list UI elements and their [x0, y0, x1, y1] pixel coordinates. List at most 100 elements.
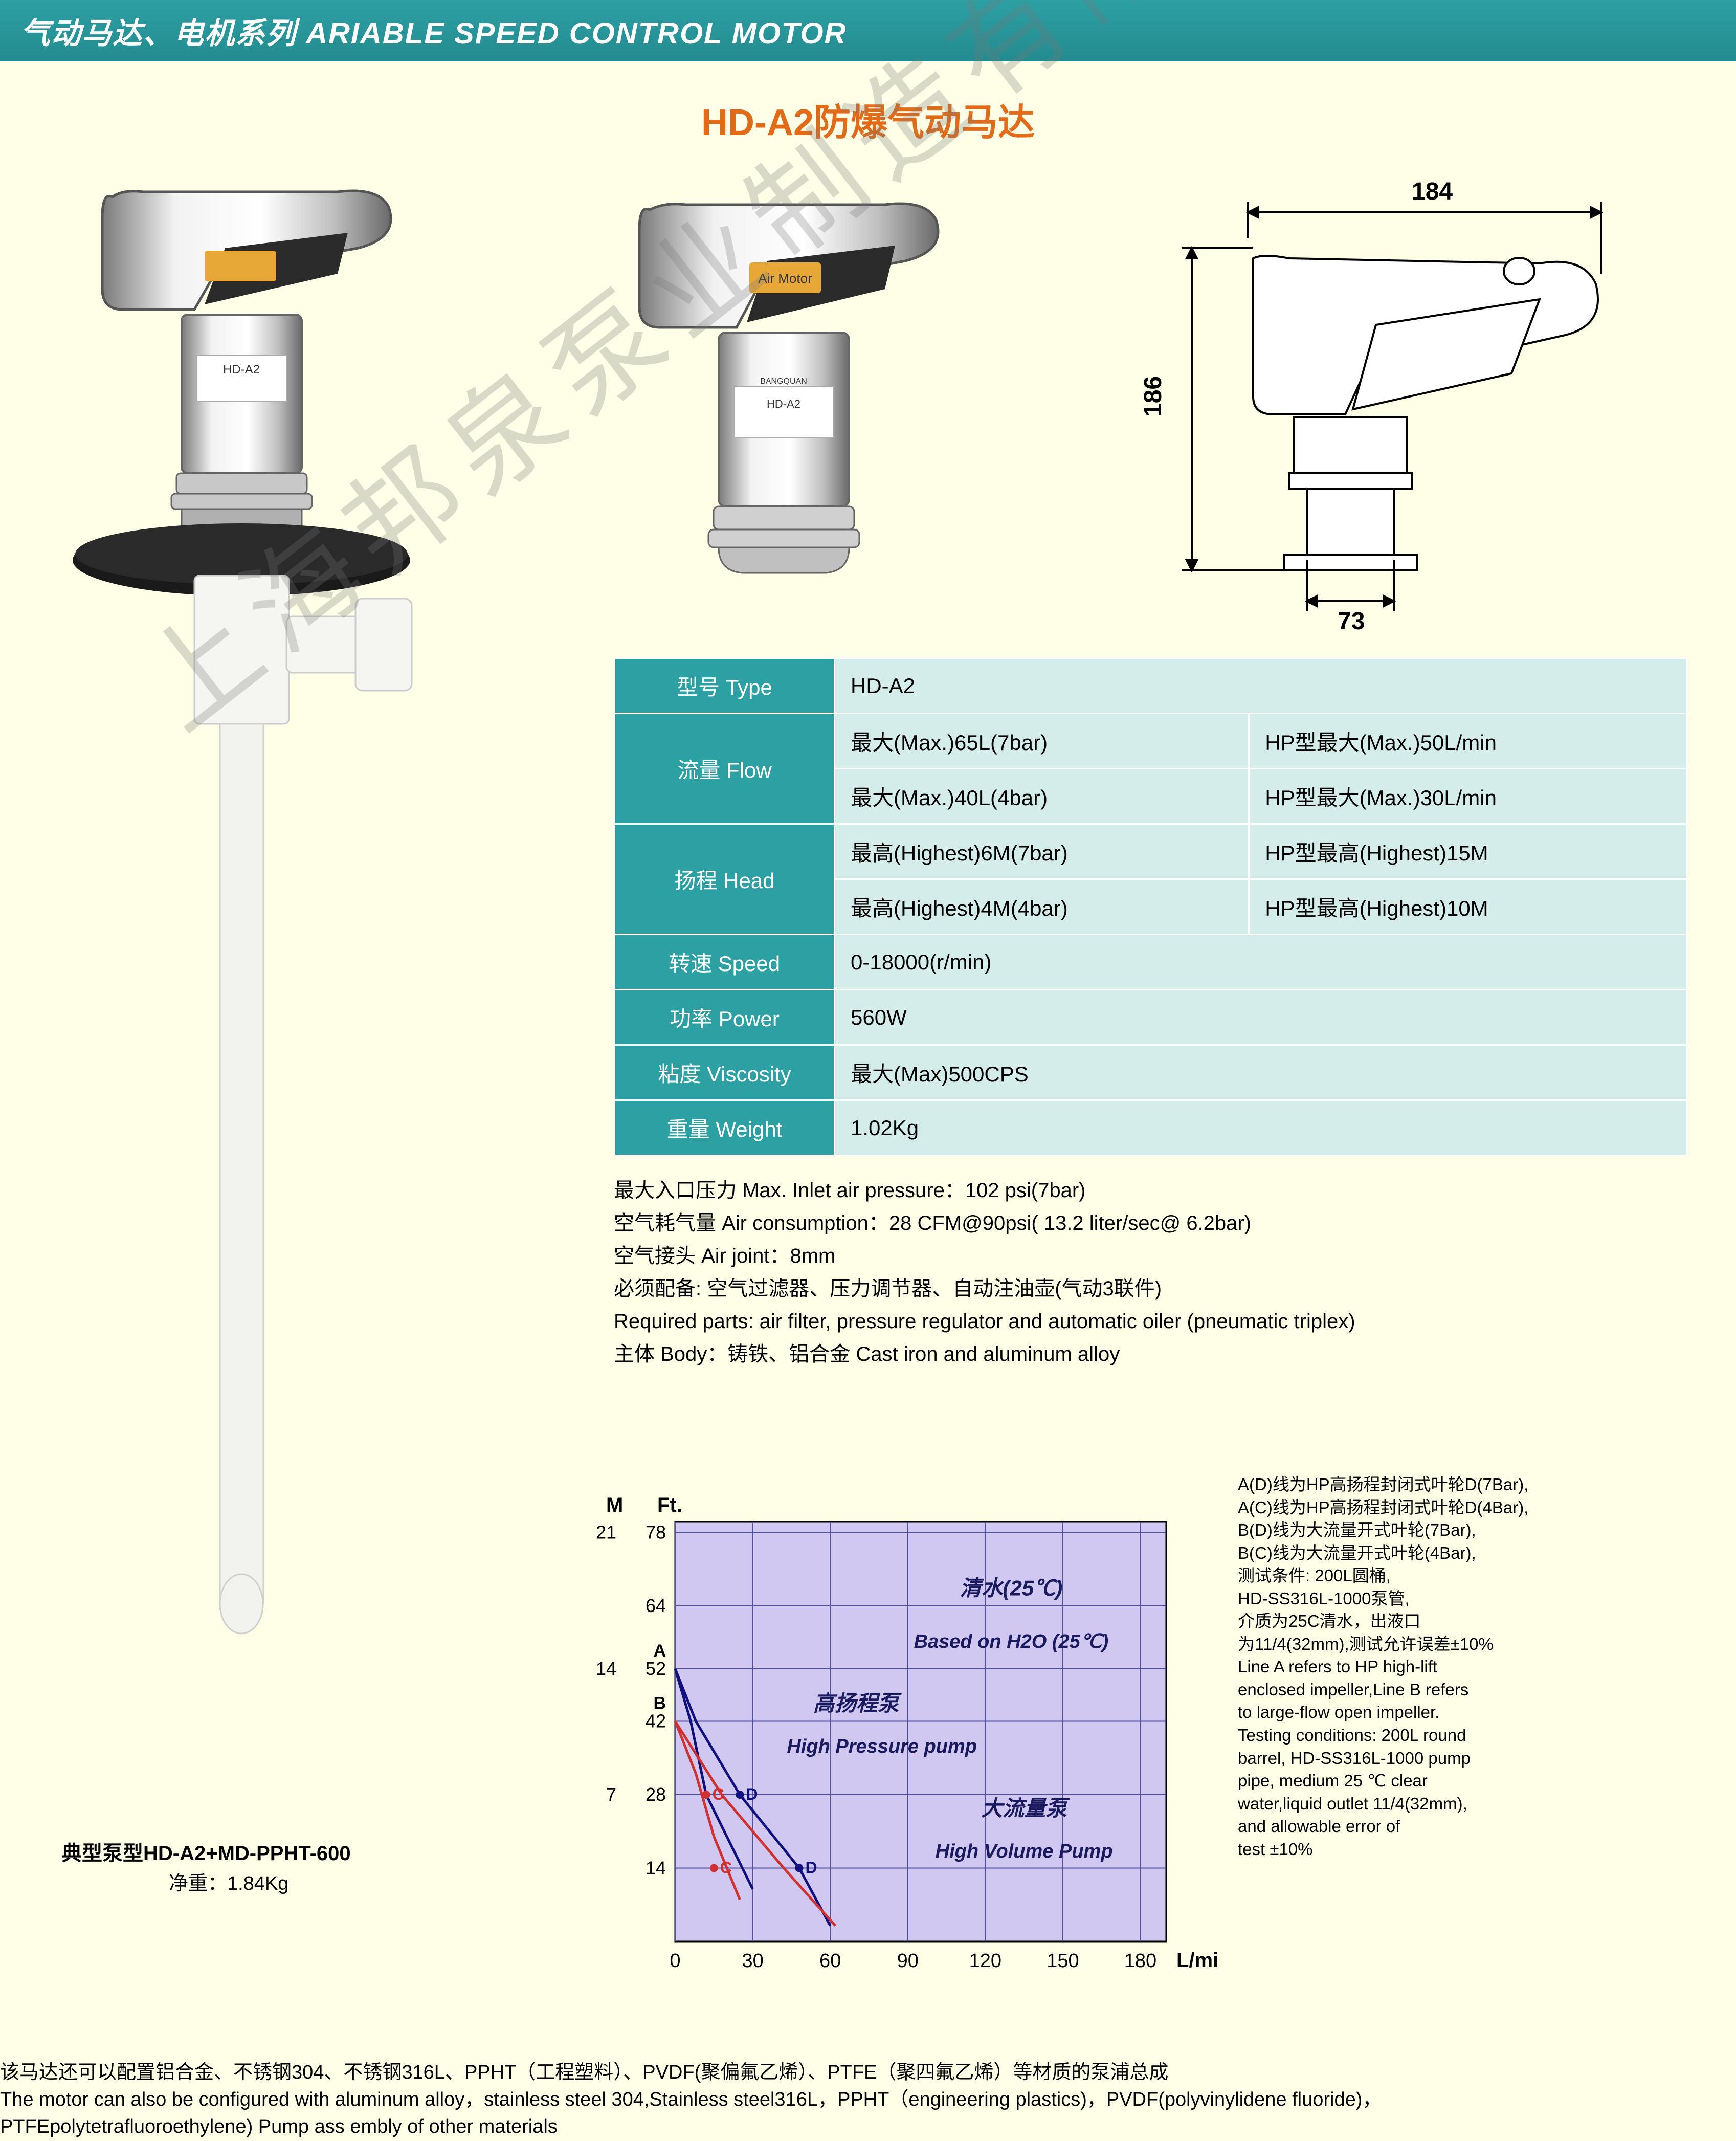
table-row: 扬程 Head最高(Highest)6M(7bar)HP型最高(Highest)…: [615, 824, 1687, 879]
svg-text:M: M: [606, 1494, 623, 1516]
svg-text:C: C: [720, 1859, 732, 1877]
spec-label: 扬程 Head: [615, 824, 835, 935]
legend-line: to large-flow open impeller.: [1238, 1701, 1708, 1724]
spec-value: HP型最大(Max.)30L/min: [1249, 769, 1687, 824]
legend-line: HD-SS316L-1000泵管,: [1238, 1587, 1708, 1610]
pump-svg: HD-A2: [72, 171, 455, 1655]
spec-value: 1.02Kg: [835, 1100, 1687, 1156]
legend-line: pipe, medium 25 ℃ clear: [1238, 1770, 1708, 1793]
legend-line: 介质为25C清水，出液口: [1238, 1610, 1708, 1633]
svg-text:Based on H2O (25℃): Based on H2O (25℃): [914, 1631, 1109, 1652]
svg-text:D: D: [746, 1785, 758, 1803]
footer-line: The motor can also be configured with al…: [0, 2086, 1688, 2113]
footer-line: PTFEpolytetrafluoroethylene) Pump ass em…: [0, 2113, 1688, 2140]
svg-text:Ft.: Ft.: [657, 1494, 682, 1516]
net-weight: 净重：1.84Kg: [169, 1867, 288, 1895]
note-line: 空气耗气量 Air consumption：28 CFM@90psi( 13.2…: [614, 1207, 1688, 1240]
svg-text:A: A: [653, 1641, 666, 1661]
svg-text:HD-A2: HD-A2: [767, 398, 800, 410]
footer-line: 该马达还可以配置铝合金、不锈钢304、不锈钢316L、PPHT（工程塑料）、PV…: [0, 2059, 1688, 2086]
legend-line: 为11/4(32mm),测试允许误差±10%: [1238, 1633, 1708, 1656]
legend-line: water,liquid outlet 11/4(32mm),: [1238, 1793, 1708, 1816]
legend-line: and allowable error of: [1238, 1815, 1708, 1838]
table-row: 粘度 Viscosity最大(Max)500CPS: [615, 1045, 1687, 1100]
note-line: 必须配备: 空气过滤器、压力调节器、自动注油壶(气动3联件): [614, 1272, 1688, 1305]
legend-line: barrel, HD-SS316L-1000 pump: [1238, 1747, 1708, 1770]
svg-text:120: 120: [969, 1950, 1001, 1972]
svg-text:52: 52: [646, 1658, 666, 1679]
svg-text:D: D: [806, 1859, 817, 1877]
spec-value: 最大(Max.)40L(4bar): [835, 769, 1249, 824]
spec-value: 最大(Max)500CPS: [835, 1045, 1687, 1100]
svg-text:0: 0: [670, 1950, 680, 1972]
svg-text:186: 186: [1140, 376, 1167, 417]
product-title: HD-A2防爆气动马达: [0, 92, 1736, 146]
spec-value: HD-A2: [835, 658, 1687, 714]
svg-text:78: 78: [646, 1522, 666, 1543]
legend-line: B(C)线为大流量开式叶轮(4Bar),: [1238, 1542, 1708, 1565]
legend-line: enclosed impeller,Line B refers: [1238, 1679, 1708, 1702]
svg-text:清水(25℃): 清水(25℃): [960, 1576, 1062, 1600]
spec-value: 560W: [835, 990, 1687, 1045]
svg-text:14: 14: [596, 1658, 616, 1679]
spec-value: 0-18000(r/min): [835, 935, 1687, 990]
svg-text:150: 150: [1047, 1950, 1079, 1972]
spec-value: 最高(Highest)4M(4bar): [835, 879, 1249, 935]
spec-label: 重量 Weight: [615, 1100, 835, 1156]
chart-legend-text: A(D)线为HP高扬程封闭式叶轮D(7Bar),A(C)线为HP高扬程封闭式叶轮…: [1238, 1473, 1708, 1861]
svg-text:高扬程泵: 高扬程泵: [813, 1691, 902, 1715]
svg-text:High Volume Pump: High Volume Pump: [936, 1841, 1113, 1862]
spec-label: 转速 Speed: [615, 935, 835, 990]
table-row: 功率 Power560W: [615, 990, 1687, 1045]
air-motor-handle: HD-A2: [73, 191, 412, 1634]
spec-value: HP型最高(Highest)10M: [1249, 879, 1687, 935]
spec-notes: 最大入口压力 Max. Inlet air pressure：102 psi(7…: [614, 1174, 1688, 1371]
table-row: 流量 Flow最大(Max.)65L(7bar)HP型最大(Max.)50L/m…: [615, 714, 1687, 769]
legend-line: A(C)线为HP高扬程封闭式叶轮D(4Bar),: [1238, 1496, 1708, 1519]
note-line: 最大入口压力 Max. Inlet air pressure：102 psi(7…: [614, 1174, 1688, 1207]
performance-chart: 030609012015018014284252647871421ABMFt.L…: [588, 1481, 1217, 2018]
svg-text:C: C: [713, 1785, 724, 1803]
svg-text:大流量泵: 大流量泵: [981, 1796, 1070, 1820]
svg-text:42: 42: [646, 1711, 666, 1732]
svg-text:BANGQUAN: BANGQUAN: [760, 377, 807, 386]
svg-text:L/min: L/min: [1176, 1949, 1217, 1972]
table-row: 转速 Speed0-18000(r/min): [615, 935, 1687, 990]
spec-value: 最大(Max.)65L(7bar): [835, 714, 1249, 769]
legend-line: Testing conditions: 200L round: [1238, 1724, 1708, 1747]
svg-text:90: 90: [897, 1950, 919, 1972]
spec-label: 型号 Type: [615, 658, 835, 714]
spec-label: 粘度 Viscosity: [615, 1045, 835, 1100]
svg-text:B: B: [653, 1694, 666, 1713]
svg-text:21: 21: [596, 1522, 616, 1543]
footer-description: 该马达还可以配置铝合金、不锈钢304、不锈钢316L、PPHT（工程塑料）、PV…: [0, 2059, 1688, 2141]
dimension-drawing: 184 186 73: [1125, 171, 1637, 632]
svg-text:28: 28: [646, 1784, 666, 1805]
svg-text:14: 14: [646, 1858, 666, 1879]
spec-label: 流量 Flow: [615, 714, 835, 824]
svg-text:180: 180: [1124, 1950, 1156, 1972]
legend-line: Line A refers to HP high-lift: [1238, 1656, 1708, 1679]
svg-text:Air Motor: Air Motor: [758, 271, 812, 286]
legend-line: test ±10%: [1238, 1838, 1708, 1861]
note-line: 空气接头 Air joint：8mm: [614, 1240, 1688, 1272]
legend-line: A(D)线为HP高扬程封闭式叶轮D(7Bar),: [1238, 1473, 1708, 1496]
svg-text:HD-A2: HD-A2: [223, 363, 260, 377]
svg-text:30: 30: [742, 1950, 763, 1972]
note-line: 主体 Body：铸铁、铝合金 Cast iron and aluminum al…: [614, 1338, 1688, 1371]
secondary-motor-image: Air Motor HD-A2 BANGQUAN: [619, 182, 946, 627]
spec-value: HP型最大(Max.)50L/min: [1249, 714, 1687, 769]
table-row: 重量 Weight1.02Kg: [615, 1100, 1687, 1156]
spec-label: 功率 Power: [615, 990, 835, 1045]
svg-text:High Pressure pump: High Pressure pump: [787, 1736, 977, 1757]
svg-text:60: 60: [819, 1950, 841, 1972]
note-line: Required parts: air filter, pressure reg…: [614, 1305, 1688, 1338]
svg-text:184: 184: [1412, 178, 1453, 205]
spec-value: HP型最高(Highest)15M: [1249, 824, 1687, 879]
svg-text:64: 64: [646, 1595, 666, 1616]
table-row: 型号 TypeHD-A2: [615, 658, 1687, 714]
model-caption: 典型泵型HD-A2+MD-PPHT-600: [61, 1837, 351, 1866]
legend-line: 测试条件: 200L圆桶,: [1238, 1564, 1708, 1587]
legend-line: B(D)线为大流量开式叶轮(7Bar),: [1238, 1519, 1708, 1542]
spec-table: 型号 TypeHD-A2流量 Flow最大(Max.)65L(7bar)HP型最…: [614, 657, 1688, 1156]
